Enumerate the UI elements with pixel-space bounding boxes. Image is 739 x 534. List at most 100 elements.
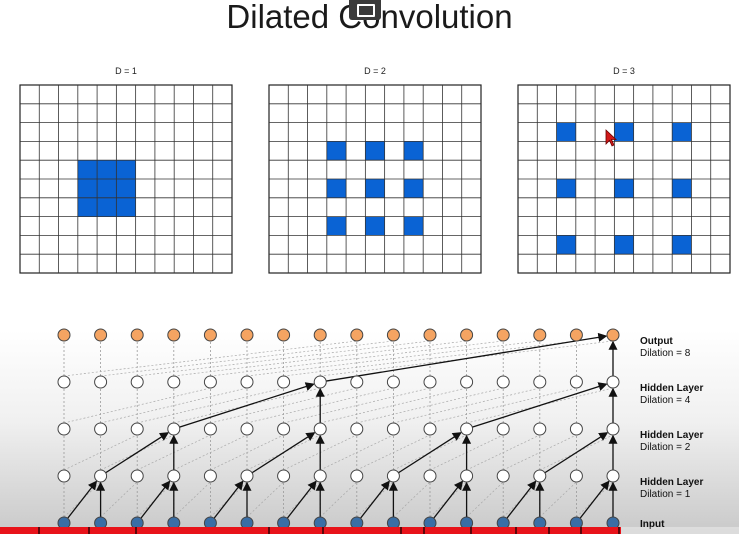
grid-label-d3: D = 3	[613, 66, 635, 76]
output-node	[569, 328, 583, 342]
filled-cell	[365, 216, 385, 236]
network-connections	[63, 340, 614, 518]
hidden-node	[496, 422, 510, 436]
filled-cell	[672, 179, 692, 198]
filled-cell	[403, 179, 424, 198]
output-node	[496, 328, 510, 342]
hidden-node	[277, 422, 291, 436]
output-node	[240, 328, 254, 342]
video-progress-fill	[0, 527, 621, 534]
hidden-node	[606, 469, 620, 483]
filled-cell	[97, 160, 117, 179]
dashed-connection	[100, 387, 248, 424]
dashed-connection	[466, 481, 504, 518]
hidden-node	[94, 422, 108, 436]
hidden-node	[386, 375, 400, 389]
mouse-cursor-icon	[605, 129, 618, 147]
filled-cell	[97, 197, 117, 217]
miniplayer-icon[interactable]	[349, 0, 381, 20]
dashed-connection	[173, 340, 467, 377]
chapter-divider	[423, 527, 425, 534]
layer-label-hidden-1: Hidden Layer Dilation = 1	[640, 477, 704, 500]
filled-cell	[326, 179, 347, 198]
hidden-node	[203, 422, 217, 436]
network-nodes	[57, 328, 620, 530]
hidden-node	[423, 469, 437, 483]
layer-label-input: Input	[640, 519, 665, 530]
hidden-node	[240, 422, 254, 436]
filled-cell	[116, 179, 136, 198]
hidden-node	[167, 375, 181, 389]
hidden-node	[130, 469, 144, 483]
hidden-node	[460, 422, 474, 436]
filled-cell	[556, 122, 576, 142]
chapter-divider	[268, 527, 270, 534]
dashed-connection	[283, 340, 577, 377]
filled-cell	[116, 160, 136, 179]
dashed-connection	[173, 387, 321, 424]
filled-cell	[403, 141, 424, 161]
hidden-node	[569, 375, 583, 389]
dashed-connection	[319, 481, 358, 518]
active-connection	[544, 432, 609, 474]
active-connection	[506, 480, 537, 519]
dashed-connection	[137, 340, 431, 377]
dashed-connection	[429, 387, 577, 424]
hidden-node	[606, 375, 620, 389]
hidden-node	[277, 469, 291, 483]
hidden-node	[57, 375, 71, 389]
dashed-connection	[356, 387, 504, 424]
grid-d2	[268, 84, 482, 274]
hidden-node	[240, 375, 254, 389]
layer-label-hidden-4: Hidden Layer Dilation = 4	[640, 383, 704, 406]
grid-label-d2: D = 2	[364, 66, 386, 76]
hidden-node	[533, 422, 547, 436]
dashed-connection	[393, 481, 431, 518]
dashed-connection	[210, 340, 504, 377]
output-node	[203, 328, 217, 342]
chapter-divider	[470, 527, 472, 534]
hidden-node	[496, 469, 510, 483]
dashed-connection	[63, 434, 138, 471]
output-node	[94, 328, 108, 342]
chapter-divider	[515, 527, 517, 534]
hidden-node	[203, 469, 217, 483]
output-node	[350, 328, 364, 342]
hidden-node	[130, 422, 144, 436]
active-connection	[579, 480, 610, 519]
hidden-node	[277, 375, 291, 389]
dashed-connection	[320, 387, 467, 424]
dashed-connection	[246, 387, 394, 424]
hidden-node	[606, 422, 620, 436]
dashed-connection	[283, 387, 431, 424]
dashed-connection	[503, 434, 577, 471]
dashed-connection	[466, 434, 540, 471]
hidden-node	[167, 422, 181, 436]
active-connection	[179, 382, 315, 428]
hidden-node	[533, 469, 547, 483]
hidden-node	[57, 422, 71, 436]
dashed-connection	[173, 434, 248, 471]
filled-cell	[77, 160, 98, 179]
filled-cell	[365, 179, 385, 198]
hidden-node	[313, 469, 327, 483]
dashed-connection	[320, 434, 394, 471]
layer-label-output: Output Dilation = 8	[640, 336, 691, 359]
dashed-connection	[539, 481, 577, 518]
active-connection	[251, 432, 316, 474]
video-progress-bar[interactable]	[0, 527, 739, 534]
filled-cell	[365, 141, 385, 161]
grid-label-d1: D = 1	[115, 66, 137, 76]
hidden-node	[94, 469, 108, 483]
active-connection	[286, 480, 317, 519]
filled-cell	[97, 179, 117, 198]
active-connection	[67, 480, 98, 519]
dashed-connection	[466, 387, 614, 424]
dashed-connection	[393, 387, 540, 424]
filled-cell	[77, 179, 98, 198]
hidden-node	[130, 375, 144, 389]
network-active-path	[67, 332, 618, 519]
layer-label-hidden-2: Hidden Layer Dilation = 2	[640, 430, 704, 453]
dashed-connection	[63, 340, 357, 377]
hidden-node	[94, 375, 108, 389]
